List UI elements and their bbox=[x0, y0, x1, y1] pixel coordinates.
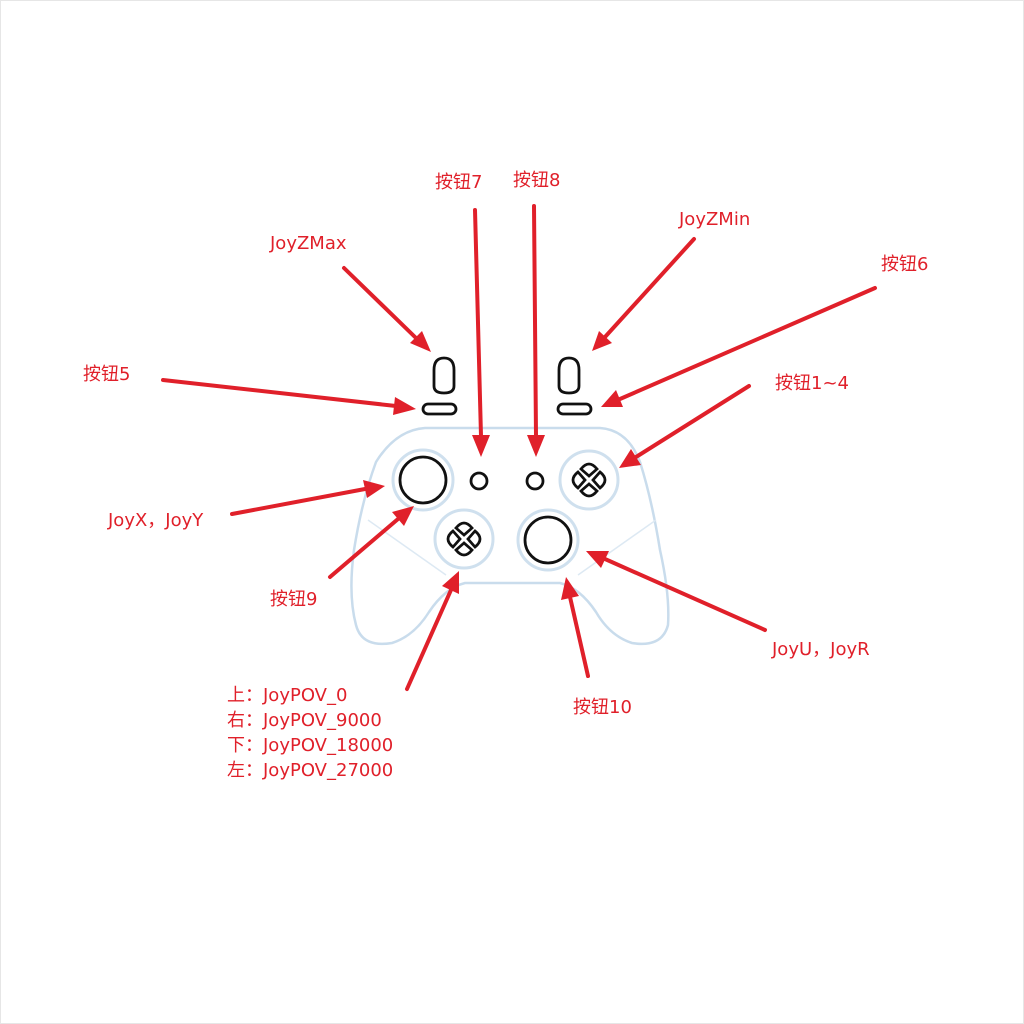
label-pov-right: 右：JoyPOV_9000 bbox=[227, 710, 382, 731]
right-trigger-joyzmin[interactable] bbox=[557, 356, 581, 395]
dpad-pov[interactable] bbox=[433, 508, 495, 570]
label-joyur: JoyU，JoyR bbox=[771, 639, 870, 660]
face-buttons-1-4[interactable] bbox=[558, 449, 620, 511]
arrow-button7 bbox=[472, 208, 490, 457]
arrow-button1-4 bbox=[619, 384, 751, 468]
arrow-pov bbox=[405, 571, 459, 691]
controller-body bbox=[350, 426, 670, 646]
left-stick-joyxy[interactable] bbox=[391, 448, 455, 512]
label-button8: 按钮8 bbox=[513, 170, 560, 191]
arrow-button5 bbox=[161, 378, 416, 415]
label-joyzmin: JoyZMin bbox=[678, 209, 750, 230]
label-button1-4: 按钮1~4 bbox=[775, 373, 849, 394]
annotation-labels: 按钮7 按钮8 JoyZMax JoyZMin 按钮6 按钮5 按钮1~4 Jo… bbox=[83, 170, 928, 781]
left-bumper-button5[interactable] bbox=[421, 402, 458, 416]
start-button8[interactable] bbox=[525, 471, 545, 491]
arrow-joyur bbox=[586, 551, 767, 632]
arrow-joyxy bbox=[230, 480, 385, 516]
select-button7[interactable] bbox=[469, 471, 489, 491]
label-button7: 按钮7 bbox=[435, 172, 482, 193]
annotation-arrows bbox=[161, 204, 877, 691]
arrow-button10 bbox=[561, 577, 590, 678]
right-bumper-button6[interactable] bbox=[556, 402, 593, 416]
label-button6: 按钮6 bbox=[881, 254, 928, 275]
arrow-joyzmax bbox=[342, 266, 431, 352]
label-pov-down: 下：JoyPOV_18000 bbox=[227, 735, 393, 756]
label-joyxy: JoyX，JoyY bbox=[107, 510, 204, 531]
arrow-button6 bbox=[601, 286, 877, 407]
right-stick-joyur[interactable] bbox=[516, 508, 580, 572]
arrow-button9 bbox=[328, 506, 414, 579]
label-button9: 按钮9 bbox=[270, 589, 317, 610]
arrow-joyzmin bbox=[592, 237, 696, 351]
label-pov-left: 左：JoyPOV_27000 bbox=[227, 760, 393, 781]
left-trigger-joyzmax[interactable] bbox=[432, 356, 456, 395]
label-button5: 按钮5 bbox=[83, 364, 130, 385]
arrow-button8 bbox=[527, 204, 545, 457]
label-pov-up: 上：JoyPOV_0 bbox=[227, 685, 347, 706]
label-joyzmax: JoyZMax bbox=[269, 233, 347, 254]
label-button10: 按钮10 bbox=[573, 697, 632, 718]
